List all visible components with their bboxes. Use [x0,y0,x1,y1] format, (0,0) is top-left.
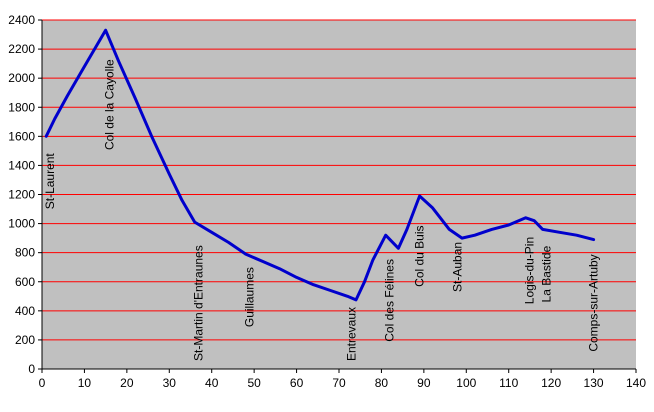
elevation-point [490,228,493,231]
elevation-point [45,135,47,138]
x-tick-label: 70 [332,376,346,390]
elevation-point [397,247,400,250]
elevation-point [329,289,332,292]
x-tick-label: 100 [456,376,476,390]
series [44,28,596,302]
elevation-point [448,228,451,231]
elevation-point [474,234,476,236]
elevation-point [541,228,544,231]
elevation-point [66,94,69,97]
y-tick-label: 200 [15,333,35,347]
y-tick-label: 600 [15,275,35,289]
x-tick-label: 20 [120,376,134,390]
x-tick-label: 140 [626,376,646,390]
place-label: Col du Buis [412,225,426,286]
y-tick-label: 2400 [8,13,35,27]
place-label: Comps-sur-Artuby [586,254,600,351]
y-tick-label: 2000 [8,71,35,85]
elevation-point [431,206,434,209]
elevation-point [372,259,374,261]
y-tick-label: 400 [15,304,35,318]
elevation-point [151,137,154,139]
place-label: Logis-du-Pin [523,237,537,304]
y-tick-label: 1400 [8,158,35,172]
elevation-point [117,59,120,62]
elevation-point [104,29,107,32]
elevation-point [53,118,56,120]
elevation-point [384,234,387,236]
elevation-point [227,241,230,244]
x-tick-label: 80 [375,376,389,390]
elevation-point [363,281,366,283]
elevation-point [193,221,196,223]
elevation-point [507,224,510,226]
y-tick-label: 1600 [8,129,35,143]
elevation-point [592,238,595,241]
elevation-point [134,97,137,100]
elevation-point [295,276,298,279]
elevation-point [168,173,171,175]
y-tick-label: 1000 [8,217,35,231]
place-label: Col des Félines [383,259,397,342]
axes [38,19,637,373]
x-tick-label: 130 [584,376,604,390]
y-tick-label: 1200 [8,188,35,202]
y-tick-label: 0 [28,362,35,376]
y-tick-label: 2200 [8,42,35,56]
x-tick-label: 10 [78,376,92,390]
elevation-point [406,228,408,231]
elevation-point [210,231,213,234]
place-label: Entrevaux [345,307,359,361]
place-label: St-Martin d'Entraunes [192,245,206,361]
x-tick-label: 50 [247,376,261,390]
elevation-point [355,299,357,301]
elevation-point [83,65,86,68]
elevation-point [461,237,463,239]
elevation-point [244,253,247,255]
elevation-point [575,234,578,236]
x-tick-label: 90 [417,376,431,390]
elevation-point [312,283,315,286]
elevation-point [261,260,264,263]
x-tick-label: 40 [205,376,219,390]
elevation-point [558,231,561,234]
y-tick-labels: 0 200 400 600 800 1000 1200 1400 1600 1800 2000 220… [8,13,35,376]
elevation-point [181,199,183,202]
elevation-point [278,267,281,270]
x-tick-labels: 0 10 20 30 40 50 60 70 80 90 100 110 120 130 140 [39,376,647,390]
x-tick-label: 120 [541,376,561,390]
elevation-point [533,219,535,222]
elevation-point [418,195,421,197]
place-label: La Bastide [540,245,554,302]
gridlines [42,19,636,341]
x-tick-label: 30 [163,376,177,390]
x-tick-label: 60 [290,376,304,390]
place-label: Guillaumes [243,267,257,327]
y-tick-label: 800 [15,246,35,260]
elevation-point [524,217,527,219]
x-tick-label: 0 [39,376,46,390]
place-labels: St-Laurent Col de la Cayolle St-Martin d'E… [43,59,600,361]
x-tick-label: 110 [499,376,518,390]
elevation-point [346,295,349,298]
y-tick-label: 1800 [8,100,35,114]
place-label: Col de la Cayolle [103,59,117,150]
place-label: St-Auban [451,242,465,292]
place-label: St-Laurent [43,153,57,210]
